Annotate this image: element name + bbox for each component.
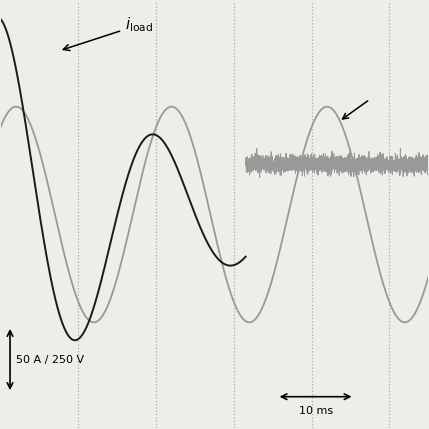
Text: 10 ms: 10 ms — [299, 406, 332, 416]
Text: 50 A / 250 V: 50 A / 250 V — [16, 354, 85, 365]
Text: $\mathit{i}_{\mathrm{load}}$: $\mathit{i}_{\mathrm{load}}$ — [63, 15, 153, 51]
